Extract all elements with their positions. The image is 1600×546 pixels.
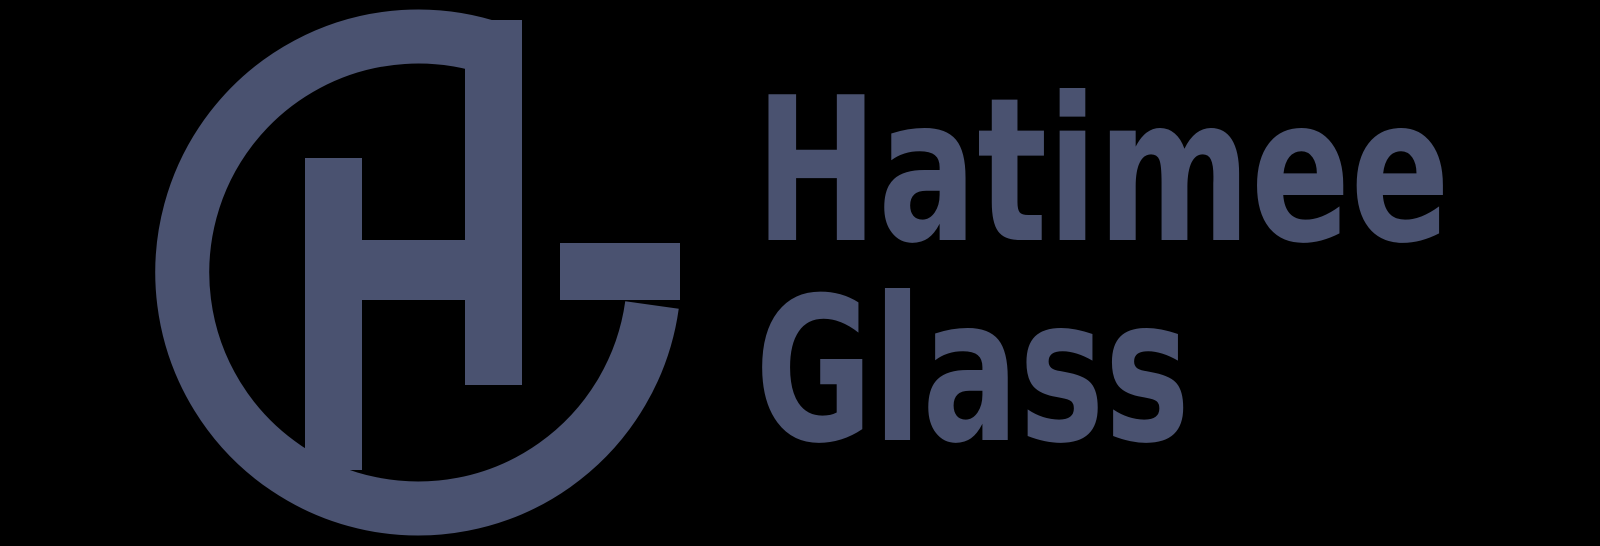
logo-h-left: [305, 158, 362, 470]
logo-line2: Glass: [755, 255, 1190, 488]
logo-ring: [155, 9, 679, 536]
logo-mark: [155, 9, 680, 536]
logo-h-right: [465, 20, 522, 385]
logo-line1: Hatimee: [755, 55, 1450, 288]
logo-g-bar: [560, 243, 680, 300]
